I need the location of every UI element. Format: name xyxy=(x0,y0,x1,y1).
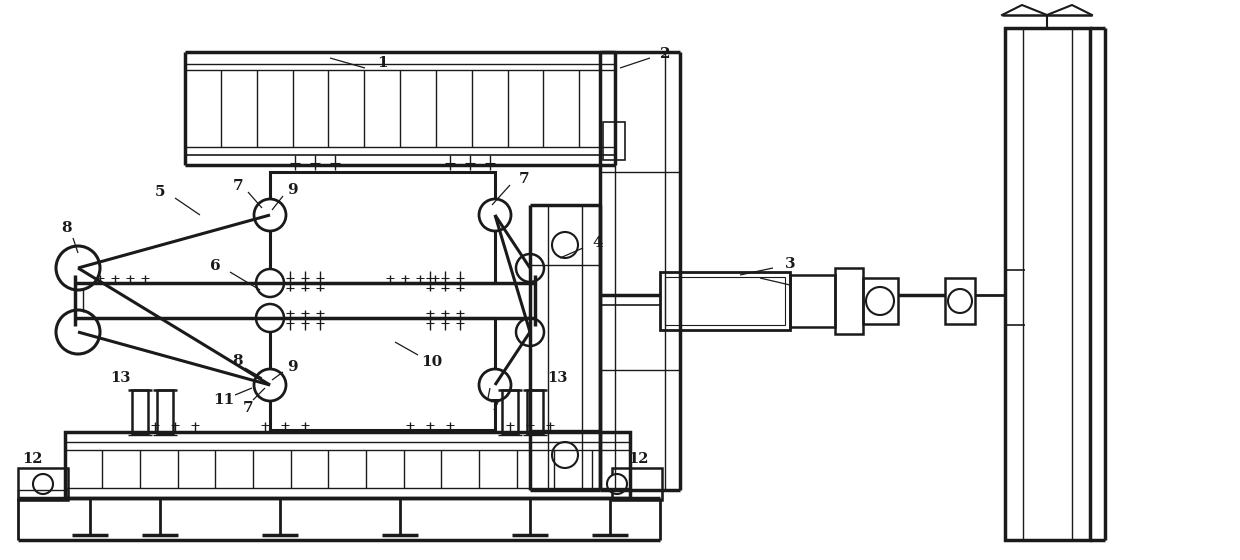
Text: 10: 10 xyxy=(422,355,443,369)
Circle shape xyxy=(949,289,972,313)
Text: 13: 13 xyxy=(110,371,130,385)
Text: 9: 9 xyxy=(286,360,298,374)
Text: 8: 8 xyxy=(62,221,72,235)
Circle shape xyxy=(56,246,100,290)
Text: 2: 2 xyxy=(660,47,671,61)
Bar xyxy=(863,278,898,324)
Text: 8: 8 xyxy=(233,354,243,368)
Circle shape xyxy=(56,310,100,354)
Bar xyxy=(270,318,495,430)
Text: 7: 7 xyxy=(518,172,529,186)
Text: 12: 12 xyxy=(22,452,42,466)
Text: 3: 3 xyxy=(785,257,795,271)
Bar xyxy=(157,390,174,434)
Circle shape xyxy=(255,269,284,297)
Text: 1: 1 xyxy=(377,56,387,70)
Bar xyxy=(1004,28,1090,540)
Text: 7: 7 xyxy=(243,401,253,415)
Text: 13: 13 xyxy=(547,371,567,385)
Text: 7: 7 xyxy=(233,179,243,193)
Circle shape xyxy=(254,369,286,401)
Bar xyxy=(502,390,518,434)
Bar xyxy=(945,278,975,324)
Bar xyxy=(64,432,630,498)
Circle shape xyxy=(479,199,511,231)
Bar xyxy=(665,277,785,325)
Text: 4: 4 xyxy=(593,236,604,250)
Bar xyxy=(131,390,148,434)
Circle shape xyxy=(255,304,284,332)
Circle shape xyxy=(33,474,53,494)
Circle shape xyxy=(552,442,578,468)
Circle shape xyxy=(516,254,544,282)
Text: 7: 7 xyxy=(490,399,500,413)
Text: 9: 9 xyxy=(286,183,298,197)
Circle shape xyxy=(608,474,627,494)
Text: 11: 11 xyxy=(213,393,234,407)
Bar xyxy=(270,172,495,283)
Text: 6: 6 xyxy=(210,259,221,273)
Bar xyxy=(613,490,662,500)
Bar xyxy=(527,390,543,434)
Circle shape xyxy=(479,369,511,401)
Bar xyxy=(19,468,68,500)
Text: 12: 12 xyxy=(627,452,649,466)
Bar xyxy=(19,490,68,500)
Bar xyxy=(835,268,863,334)
Bar xyxy=(603,122,625,160)
Bar xyxy=(613,468,662,500)
Text: 5: 5 xyxy=(155,185,165,199)
Circle shape xyxy=(516,318,544,346)
Bar xyxy=(790,275,835,327)
Circle shape xyxy=(254,199,286,231)
Bar xyxy=(660,272,790,330)
Circle shape xyxy=(552,232,578,258)
Circle shape xyxy=(866,287,894,315)
